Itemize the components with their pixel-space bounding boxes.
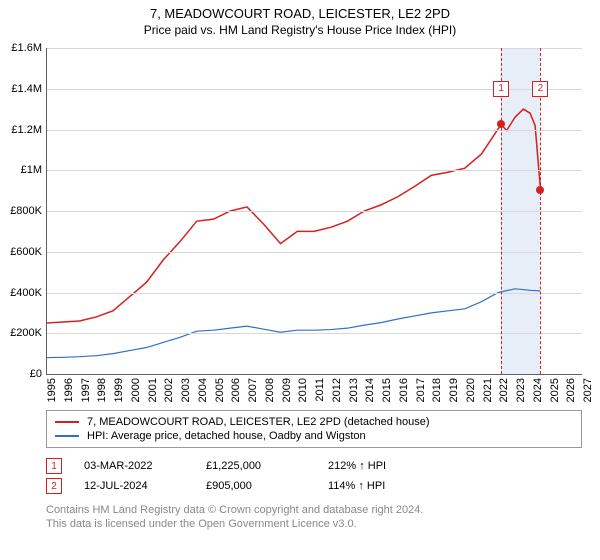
legend-label: 7, MEADOWCOURT ROAD, LEICESTER, LE2 2PD … [87, 416, 430, 428]
legend-item: HPI: Average price, detached house, Oadb… [55, 429, 573, 443]
y-tick-label: £600K [10, 246, 42, 258]
x-tick-label: 2009 [281, 378, 293, 402]
events-table: 1 03-MAR-2022 £1,225,000 212% ↑ HPI 2 12-JUL-… [46, 456, 582, 496]
x-tick-label: 2025 [549, 378, 561, 402]
event-price: £1,225,000 [206, 460, 306, 472]
chart-title: 7, MEADOWCOURT ROAD, LEICESTER, LE2 2PD [0, 6, 600, 21]
gridline-h [46, 374, 582, 375]
event-row: 2 12-JUL-2024 £905,000 114% ↑ HPI [46, 476, 582, 496]
plot-area: £0£200K£400K£600K£800K£1M£1.2M£1.4M£1.6M… [46, 48, 582, 374]
x-tick-label: 2018 [431, 378, 443, 402]
x-tick-label: 2021 [482, 378, 494, 402]
x-tick-label: 1997 [80, 378, 92, 402]
y-tick-label: £1.2M [11, 124, 42, 136]
legend: 7, MEADOWCOURT ROAD, LEICESTER, LE2 2PD … [46, 410, 582, 448]
legend-swatch [55, 421, 79, 423]
x-tick-label: 1996 [63, 378, 75, 402]
legend-item: 7, MEADOWCOURT ROAD, LEICESTER, LE2 2PD … [55, 415, 573, 429]
x-tick-label: 2022 [498, 378, 510, 402]
x-tick-label: 2013 [348, 378, 360, 402]
chart-subtitle: Price paid vs. HM Land Registry's House … [0, 23, 600, 37]
event-marker-1: 1 [493, 81, 509, 97]
x-tick-label: 2004 [197, 378, 209, 402]
event-date: 03-MAR-2022 [84, 460, 184, 472]
x-tick-label: 2006 [230, 378, 242, 402]
event-marker-2: 2 [532, 81, 548, 97]
legend-swatch [55, 435, 79, 437]
y-tick-label: £400K [10, 287, 42, 299]
x-tick-label: 2016 [398, 378, 410, 402]
x-tick-label: 2019 [448, 378, 460, 402]
x-tick-label: 2012 [331, 378, 343, 402]
series-hpi [46, 289, 540, 358]
x-tick-label: 1998 [96, 378, 108, 402]
x-tick-label: 2017 [415, 378, 427, 402]
event-guideline [540, 48, 541, 374]
event-guideline [501, 48, 502, 374]
attribution-line: Contains HM Land Registry data © Crown c… [46, 504, 582, 518]
x-tick-label: 1999 [113, 378, 125, 402]
event-date: 12-JUL-2024 [84, 480, 184, 492]
x-tick-label: 2008 [264, 378, 276, 402]
event-badge: 2 [46, 478, 62, 494]
series-price_paid [46, 109, 540, 323]
x-tick-label: 2023 [515, 378, 527, 402]
attribution: Contains HM Land Registry data © Crown c… [46, 504, 582, 532]
event-badge: 1 [46, 458, 62, 474]
x-tick-label: 2024 [532, 378, 544, 402]
chart-area: £0£200K£400K£600K£800K£1M£1.2M£1.4M£1.6M… [46, 48, 582, 374]
x-tick-label: 2002 [163, 378, 175, 402]
y-tick-label: £1.4M [11, 83, 42, 95]
y-tick-label: £1M [21, 164, 42, 176]
event-point [536, 186, 544, 194]
event-row: 1 03-MAR-2022 £1,225,000 212% ↑ HPI [46, 456, 582, 476]
x-tick-label: 2026 [565, 378, 577, 402]
x-tick-label: 2000 [130, 378, 142, 402]
chart-title-block: 7, MEADOWCOURT ROAD, LEICESTER, LE2 2PD … [0, 0, 600, 39]
event-pct: 212% ↑ HPI [328, 460, 468, 472]
y-tick-label: £800K [10, 205, 42, 217]
event-pct: 114% ↑ HPI [328, 480, 468, 492]
y-tick-label: £0 [30, 368, 42, 380]
x-tick-label: 2001 [147, 378, 159, 402]
x-tick-label: 2011 [314, 378, 326, 402]
x-tick-label: 1995 [46, 378, 58, 402]
x-tick-label: 2005 [214, 378, 226, 402]
event-point [497, 120, 505, 128]
x-tick-label: 2015 [381, 378, 393, 402]
x-tick-label: 2014 [364, 378, 376, 402]
x-tick-label: 2020 [465, 378, 477, 402]
event-price: £905,000 [206, 480, 306, 492]
y-tick-label: £200K [10, 327, 42, 339]
legend-label: HPI: Average price, detached house, Oadb… [87, 430, 366, 442]
y-tick-label: £1.6M [11, 42, 42, 54]
x-tick-label: 2027 [582, 378, 594, 402]
y-axis [46, 48, 47, 374]
x-tick-label: 2007 [247, 378, 259, 402]
x-tick-label: 2010 [297, 378, 309, 402]
attribution-line: This data is licensed under the Open Gov… [46, 518, 582, 532]
x-tick-label: 2003 [180, 378, 192, 402]
